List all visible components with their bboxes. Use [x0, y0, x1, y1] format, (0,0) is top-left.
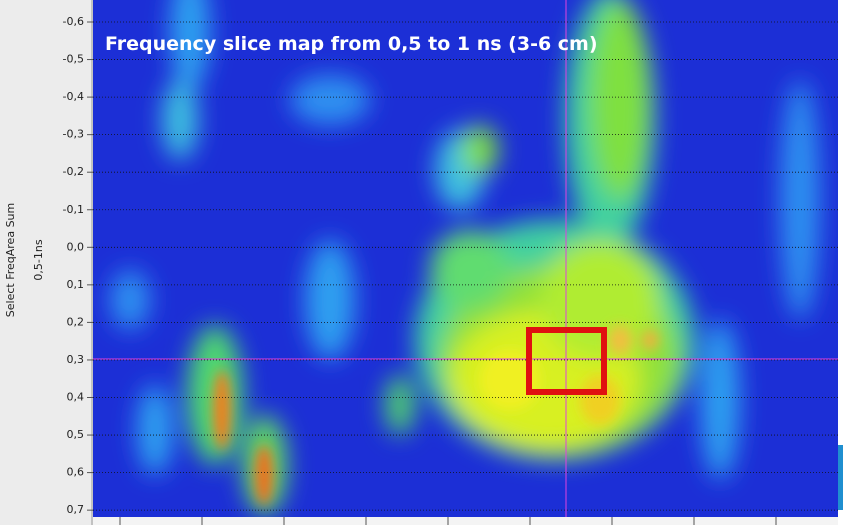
y-tick-label: 0,4	[67, 391, 85, 404]
heat-blob	[290, 75, 370, 125]
heat-blob	[110, 270, 150, 330]
heat-blob	[540, 240, 660, 360]
y-tick-label: -0,6	[63, 15, 84, 28]
y-tick-label: 0,2	[67, 315, 85, 328]
y-tick-label: -0,1	[63, 203, 84, 216]
side-panel	[0, 0, 93, 525]
y-tick-label: 0,0	[67, 240, 85, 253]
axis-label: Select FreqArea Sum	[4, 203, 17, 317]
y-tick-label: 0,5	[67, 428, 85, 441]
heat-blob	[430, 230, 510, 310]
heat-hotspot	[608, 325, 632, 355]
bottom-ruler	[93, 517, 838, 525]
side-indicator	[838, 445, 843, 510]
y-tick-label: 0,3	[67, 353, 85, 366]
y-tick-label: -0,2	[63, 165, 84, 178]
grid-group	[93, 21, 838, 511]
heat-hotspot	[255, 445, 273, 505]
right-margin	[838, 0, 845, 525]
heat-blob	[700, 320, 740, 480]
ruler-ticks	[119, 517, 777, 525]
selection-box[interactable]	[526, 327, 607, 395]
heat-hotspot	[213, 370, 231, 450]
tick-group: -0,6 -0,5 -0,4 -0,3 -0,2 -0,1 0,0 0,1 0,2 0,3 0,4 0…	[63, 15, 93, 516]
y-tick-label: 0,1	[67, 278, 85, 291]
y-tick-label: -0,3	[63, 128, 84, 141]
heat-blob	[780, 80, 820, 320]
y-tick-label: -0,5	[63, 53, 84, 66]
heat-hotspot	[642, 330, 658, 350]
overlay-title: Frequency slice map from 0,5 to 1 ns (3-…	[105, 33, 598, 55]
heat-blob	[137, 385, 173, 475]
heatmap-hotspots	[213, 325, 658, 505]
heat-blob	[170, 0, 210, 90]
heat-hotspot	[580, 375, 620, 425]
heat-blob	[590, 0, 650, 200]
heat-blob	[385, 375, 415, 435]
heat-blob	[305, 240, 355, 360]
heat-blob	[162, 80, 198, 160]
y-tick-label: 0,6	[67, 466, 85, 479]
y-tick-label: 0,7	[67, 503, 85, 516]
heat-blob	[462, 125, 498, 175]
axis-sublabel: 0,5-1ns	[32, 239, 45, 280]
y-tick-label: -0,4	[63, 90, 84, 103]
heatmap: Frequency slice map from 0,5 to 1 ns (3-…	[93, 0, 838, 518]
heat-hotspot	[480, 350, 540, 410]
